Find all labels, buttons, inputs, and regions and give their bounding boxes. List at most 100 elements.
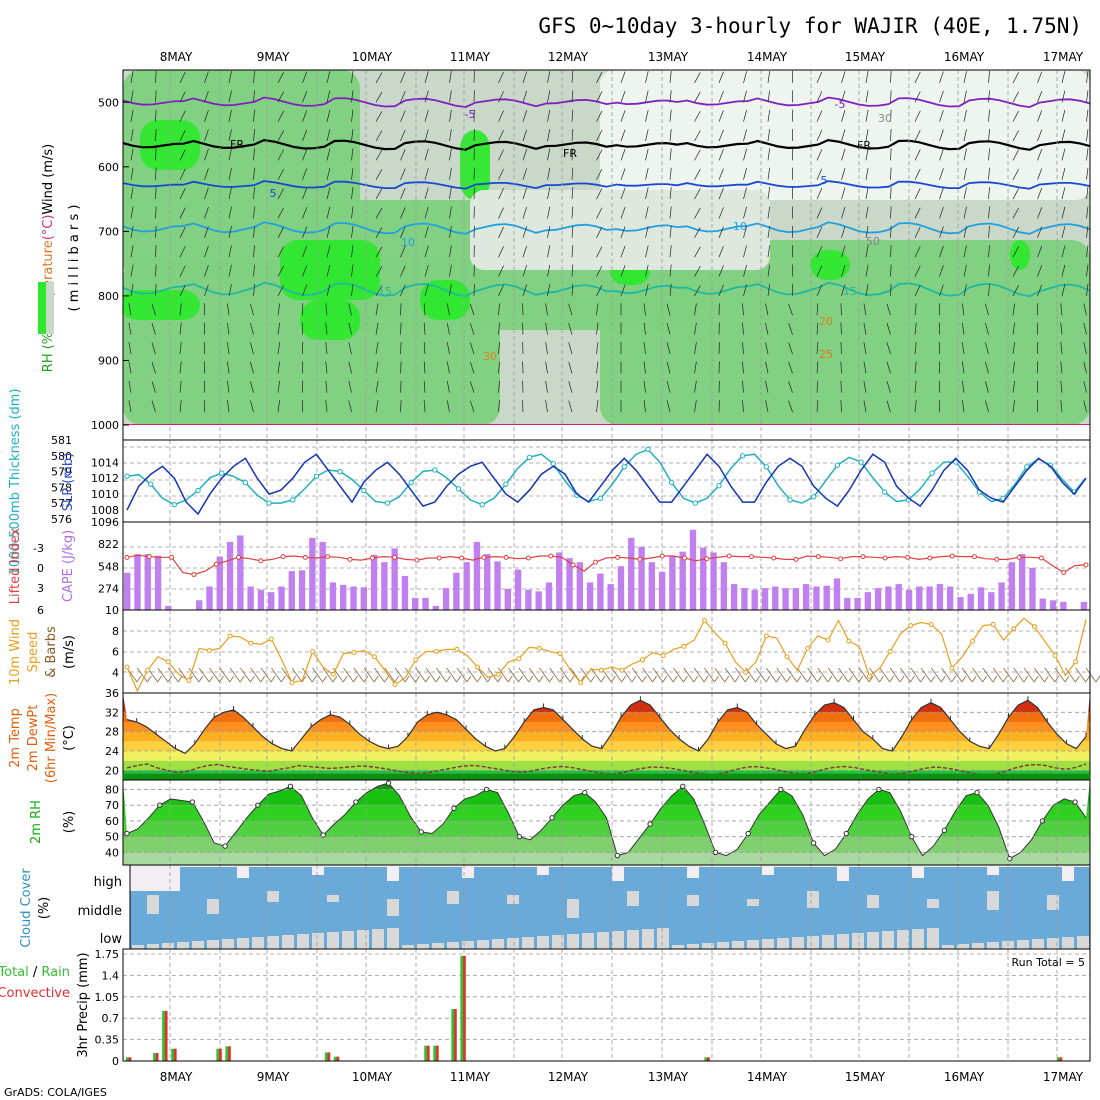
surface-barb [1003,667,1018,683]
wind-barb [228,284,232,296]
wind-barb [326,187,331,200]
slp-ylabel: SLP (mb) [61,453,76,512]
wind-barb [886,323,891,335]
wind-barb [988,225,990,238]
wind-barb [250,303,254,316]
surface-barb [528,667,544,683]
wind-barb [277,110,284,122]
surface-barb [786,667,802,683]
wind-barb [1037,187,1043,200]
wind-barb [253,206,255,219]
precip-tick-1: 0.35 [95,1034,120,1047]
precip-conv-bar [128,1057,132,1061]
precip-conv-bar [426,1045,430,1061]
wind-barb [645,206,649,219]
wind-barb [596,149,603,161]
wind-barb [767,206,771,219]
wind-barb [620,265,626,277]
wind-barb [666,342,671,355]
cloud-low-block [147,944,159,949]
wind-barb [1012,168,1019,180]
rh-marker [222,843,228,849]
wind-barb [424,187,429,200]
wind-barb [400,91,406,103]
wind-barb [155,167,157,180]
wind-ylabel-2: Speed [26,632,41,673]
wind-barb [816,110,823,122]
wind-barb [666,400,671,413]
wind-barb [1061,245,1066,258]
cape-bar [926,586,933,610]
cloud-low-block [327,932,339,949]
wind-barb [841,129,846,142]
wind-barb [596,130,603,142]
isotherm-m5 [123,96,1090,109]
wind-barb [694,285,701,297]
wind-barb [498,342,500,355]
wind-barb [302,149,308,161]
cloud-low-block [927,928,939,949]
cape-bar [761,588,769,610]
li-marker [302,554,308,560]
li-marker [280,554,286,560]
wind-barb [522,206,528,219]
surface-barb [539,667,554,683]
wind-barb [498,168,504,180]
wind-barb [155,245,157,258]
temp-band-1 [123,760,1090,771]
cape-bar [288,571,295,610]
wind-barb [449,148,452,161]
cloud-high-gap [387,867,399,881]
wind-barb [449,225,452,238]
wind-barb [228,187,232,200]
wind-barb [571,187,574,200]
wind-barb [130,264,134,277]
wind-barb [620,226,626,238]
cape-bar [792,588,800,610]
rh-marker [843,830,849,837]
cape-bar [1060,601,1067,610]
thick-tick-1: 577 [51,497,72,510]
precip-conv-bar [228,1046,231,1061]
precip-panel: 0 0.35 0.7 1.05 1.4 1.75 Run Total = 5 Total … [0,948,1091,1068]
cloud-high-gap [837,867,849,881]
wind-barb [155,90,157,103]
wind-barb [1083,342,1087,355]
wind-barb [694,91,701,103]
wind-barb [325,342,328,355]
surface-barb [755,667,771,683]
wind-barb [1083,400,1087,413]
wind-barb [277,285,284,297]
thickness-line-marker [455,486,462,492]
wind-barb [865,148,869,161]
wind-barb [645,226,649,238]
wind-barb [620,284,626,297]
isotherm-label-4: FR [857,139,871,152]
thickness-line-marker [929,470,935,476]
wind-barb [914,303,917,316]
surface-barb [353,667,369,683]
wind-barb [424,71,429,84]
wind-panel: 4 6 8 10m Wind Speed & Barbs (m/s) [8,609,1100,694]
wind-barb [596,285,603,297]
cloud-low-block [942,945,954,949]
wind-barb [375,322,379,335]
wind-barb [767,264,771,277]
wind-barb [498,265,504,277]
wind-barb [840,303,842,316]
wind-barb [228,167,232,180]
wind-barb [643,322,646,335]
wind-barb [961,400,965,413]
wind-barb [469,303,475,316]
wind-barb [449,109,452,122]
thickness-line-marker [195,487,201,494]
wind-barb [914,322,917,335]
precip-total-bar [171,1048,177,1061]
wind-barb [571,245,574,258]
wind-barb [988,167,990,180]
cloud-low-block [852,933,864,949]
cape-bar [844,597,851,610]
wind-barb [1037,168,1043,180]
wind-barb [718,91,724,103]
wind-barb [788,323,793,335]
